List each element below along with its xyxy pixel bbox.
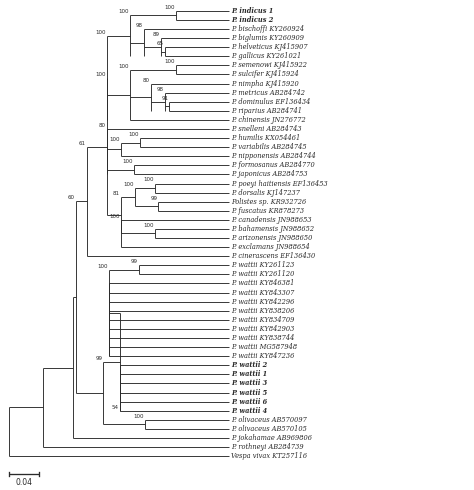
Text: P. wattii KY843307: P. wattii KY843307: [231, 289, 295, 296]
Text: Polistes sp. KR932726: Polistes sp. KR932726: [231, 197, 307, 206]
Text: 80: 80: [99, 123, 106, 128]
Text: P. wattii KY261123: P. wattii KY261123: [231, 261, 295, 270]
Text: 100: 100: [109, 137, 120, 142]
Text: 65: 65: [157, 41, 164, 46]
Text: 99: 99: [131, 259, 137, 264]
Text: P. metricus AB284742: P. metricus AB284742: [231, 89, 305, 97]
Text: P. wattii KY834709: P. wattii KY834709: [231, 316, 295, 324]
Text: P. canadensis JN988653: P. canadensis JN988653: [231, 216, 312, 224]
Text: 100: 100: [164, 59, 175, 64]
Text: P. chinensis JN276772: P. chinensis JN276772: [231, 116, 306, 124]
Text: 100: 100: [128, 132, 139, 137]
Text: P. wattii 1: P. wattii 1: [231, 370, 268, 378]
Text: P. wattii KY842903: P. wattii KY842903: [231, 325, 295, 333]
Text: P. wattii 5: P. wattii 5: [231, 389, 268, 396]
Text: P. wattii KY838744: P. wattii KY838744: [231, 334, 295, 342]
Text: P. wattii KY838206: P. wattii KY838206: [231, 307, 295, 315]
Text: P. semenowi KJ415922: P. semenowi KJ415922: [231, 61, 307, 70]
Text: P. dominulus EF136434: P. dominulus EF136434: [231, 98, 311, 106]
Text: P. formosanus AB284770: P. formosanus AB284770: [231, 161, 315, 170]
Text: P. indicus 1: P. indicus 1: [231, 7, 273, 15]
Text: P. riparius AB284741: P. riparius AB284741: [231, 107, 302, 115]
Text: 99: 99: [95, 356, 102, 361]
Text: P. japonicus AB284753: P. japonicus AB284753: [231, 171, 308, 178]
Text: 100: 100: [118, 9, 129, 14]
Text: 99: 99: [150, 196, 157, 201]
Text: P. olivaceus AB570105: P. olivaceus AB570105: [231, 425, 307, 433]
Text: P. wattii MG587948: P. wattii MG587948: [231, 343, 298, 351]
Text: P. nimpha KJ415920: P. nimpha KJ415920: [231, 79, 299, 88]
Text: 60: 60: [68, 196, 75, 200]
Text: 54: 54: [112, 405, 119, 410]
Text: P. gallicus KY261021: P. gallicus KY261021: [231, 52, 301, 60]
Text: P. wattii KY842296: P. wattii KY842296: [231, 297, 295, 306]
Text: 0.04: 0.04: [15, 479, 32, 488]
Text: P. wattii 3: P. wattii 3: [231, 379, 268, 388]
Text: 89: 89: [153, 32, 160, 37]
Text: 100: 100: [98, 264, 108, 269]
Text: P. bischoffi KY260924: P. bischoffi KY260924: [231, 25, 304, 33]
Text: 100: 100: [134, 414, 144, 419]
Text: P. bahamensis JN988652: P. bahamensis JN988652: [231, 225, 314, 233]
Text: P. exclamans JN988654: P. exclamans JN988654: [231, 243, 310, 251]
Text: P. wattii 6: P. wattii 6: [231, 397, 268, 406]
Text: P. sulcifer KJ415924: P. sulcifer KJ415924: [231, 71, 299, 78]
Text: 80: 80: [143, 77, 150, 82]
Text: P. biglumis KY260909: P. biglumis KY260909: [231, 34, 304, 42]
Text: 100: 100: [118, 64, 129, 69]
Text: P. jokahamae AB969806: P. jokahamae AB969806: [231, 434, 312, 442]
Text: P. nipponensis AB284744: P. nipponensis AB284744: [231, 152, 316, 160]
Text: P. variabilis AB284745: P. variabilis AB284745: [231, 143, 307, 151]
Text: 98: 98: [136, 23, 143, 28]
Text: P. arizonensis JN988650: P. arizonensis JN988650: [231, 234, 313, 242]
Text: P. snelleni AB284743: P. snelleni AB284743: [231, 125, 302, 133]
Text: P. fuscatus KR878273: P. fuscatus KR878273: [231, 207, 304, 215]
Text: 100: 100: [123, 159, 133, 164]
Text: P. wattii KY846381: P. wattii KY846381: [231, 279, 295, 288]
Text: P. wattii 4: P. wattii 4: [231, 407, 268, 415]
Text: P. poeyi haitiensis EF136453: P. poeyi haitiensis EF136453: [231, 179, 328, 188]
Text: P. wattii KY847236: P. wattii KY847236: [231, 352, 295, 360]
Text: P. olivaceus AB570097: P. olivaceus AB570097: [231, 416, 307, 424]
Text: 100: 100: [95, 30, 106, 35]
Text: 100: 100: [144, 223, 154, 228]
Text: 61: 61: [79, 141, 86, 146]
Text: P. dorsalis KJ147237: P. dorsalis KJ147237: [231, 189, 301, 196]
Text: 100: 100: [124, 182, 134, 187]
Text: 100: 100: [109, 214, 120, 219]
Text: 100: 100: [95, 72, 106, 77]
Text: P. rothneyi AB284739: P. rothneyi AB284739: [231, 443, 304, 451]
Text: 100: 100: [144, 177, 154, 182]
Text: P. humilis KX054461: P. humilis KX054461: [231, 134, 301, 142]
Text: 81: 81: [113, 191, 120, 196]
Text: 91: 91: [161, 96, 168, 101]
Text: 100: 100: [164, 5, 175, 10]
Text: P. wattii KY261120: P. wattii KY261120: [231, 270, 295, 278]
Text: 98: 98: [157, 87, 164, 92]
Text: P. wattii 2: P. wattii 2: [231, 361, 268, 369]
Text: P. helveticus KJ415907: P. helveticus KJ415907: [231, 43, 308, 51]
Text: P. indicus 2: P. indicus 2: [231, 16, 273, 24]
Text: P. cinerascens EF136430: P. cinerascens EF136430: [231, 252, 316, 260]
Text: Vespa vivax KT257116: Vespa vivax KT257116: [231, 452, 308, 460]
